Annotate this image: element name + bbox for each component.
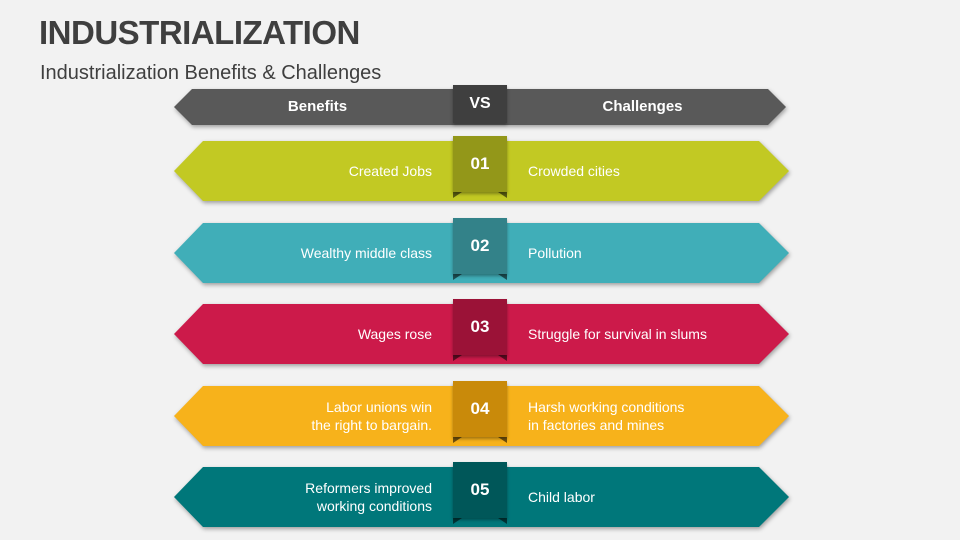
challenge-text: Struggle for survival in slums <box>528 326 707 342</box>
slide-title: INDUSTRIALIZATION <box>39 14 360 51</box>
row-number-badge: 05 <box>453 462 507 518</box>
badge-fold-right <box>498 274 507 280</box>
benefit-text: Created Jobs <box>348 163 432 179</box>
row-number-badge: 01 <box>453 136 507 192</box>
badge-fold-right <box>498 518 507 524</box>
challenge-text: Crowded cities <box>528 163 620 179</box>
comparison-row: Reformers improved working conditions Ch… <box>0 462 960 527</box>
benefit-text: Labor unions win the right to bargain. <box>311 399 432 433</box>
comparison-row: Wealthy middle class Pollution 02 <box>0 218 960 283</box>
header-row: Benefits Challenges VS <box>0 85 960 125</box>
row-number-badge: 02 <box>453 218 507 274</box>
benefit-text: Reformers improved working conditions <box>305 480 432 514</box>
benefits-header: Benefits <box>287 98 348 115</box>
row-number-badge: 04 <box>453 381 507 437</box>
challenge-text: Pollution <box>528 245 582 261</box>
vs-badge: VS <box>453 85 507 123</box>
row-number-badge: 03 <box>453 299 507 355</box>
benefit-text: Wealthy middle class <box>300 245 432 261</box>
slide-subtitle: Industrialization Benefits & Challenges <box>40 62 382 84</box>
badge-fold-right <box>498 437 507 443</box>
badge-fold-left <box>453 355 462 361</box>
challenge-text: Child labor <box>528 489 595 505</box>
comparison-row: Wages rose Struggle for survival in slum… <box>0 299 960 364</box>
badge-fold-left <box>453 192 462 198</box>
badge-fold-left <box>453 518 462 524</box>
badge-fold-right <box>498 355 507 361</box>
badge-fold-right <box>498 192 507 198</box>
benefit-text: Wages rose <box>357 326 432 342</box>
comparison-row: Created Jobs Crowded cities 01 <box>0 136 960 201</box>
comparison-row: Labor unions win the right to bargain. H… <box>0 381 960 446</box>
badge-fold-left <box>453 274 462 280</box>
challenge-text: Harsh working conditions in factories an… <box>528 399 685 433</box>
challenges-header: Challenges <box>602 98 683 115</box>
badge-fold-left <box>453 437 462 443</box>
